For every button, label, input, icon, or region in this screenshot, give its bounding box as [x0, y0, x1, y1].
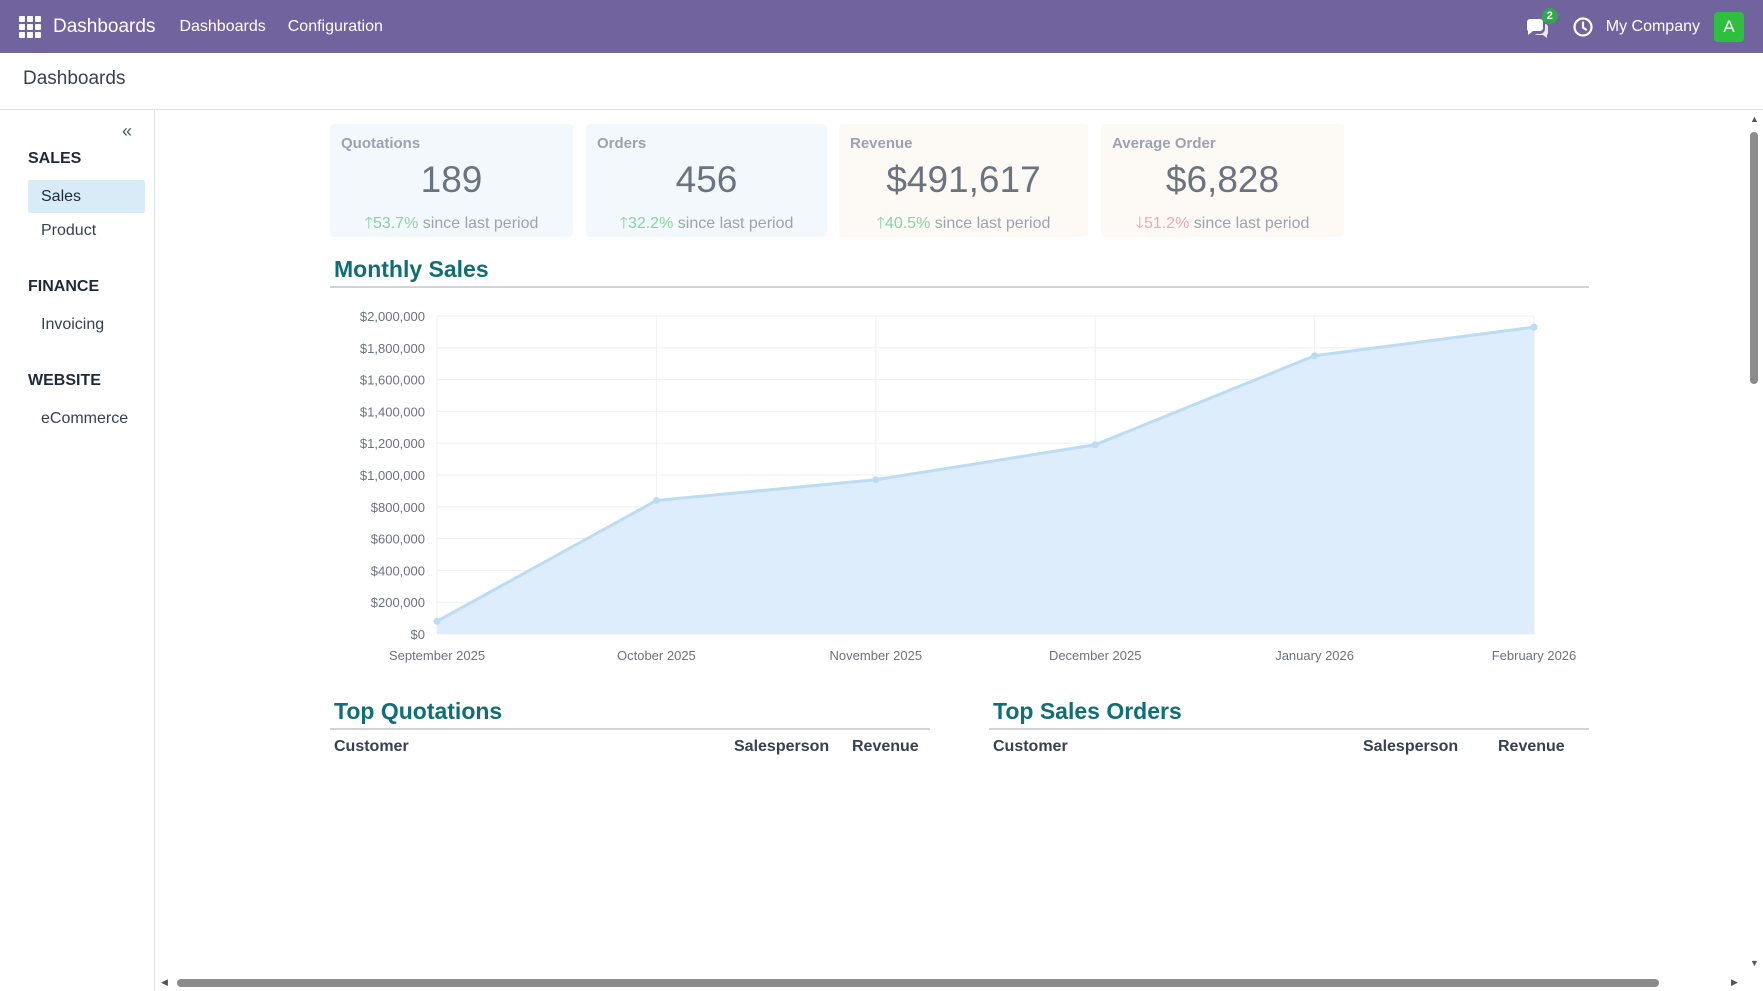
breadcrumb: Dashboards [23, 68, 126, 89]
section-divider [989, 728, 1589, 730]
menu-configuration[interactable]: Configuration [287, 17, 383, 35]
kpi-change-suffix: since last period [422, 215, 539, 232]
kpi-card-average-order[interactable]: Average Order $6,828 🡓51.2% since last p… [1101, 124, 1344, 237]
kpi-change-suffix: since last period [677, 215, 794, 232]
section-divider [330, 728, 930, 730]
y-tick-label: $1,800,000 [360, 341, 425, 356]
sidebar-section-sales: SALES [28, 150, 82, 167]
top-sales-orders-heading: Top Sales Orders [993, 698, 1182, 724]
kpi-change-suffix: since last period [934, 215, 1051, 232]
x-tick-label: January 2026 [1275, 648, 1354, 663]
dashboard-content: Quotations 189 🡑53.7% since last period … [155, 110, 1745, 975]
kpi-value: 189 [420, 159, 483, 200]
x-tick-label: November 2025 [830, 648, 923, 663]
kpi-title: Average Order [1112, 135, 1216, 152]
kpi-title: Quotations [341, 135, 421, 152]
kpi-change: 🡓51.2% since last period [1101, 212, 1344, 239]
column-header-revenue[interactable]: Revenue [852, 738, 919, 755]
x-tick-label: December 2025 [1049, 648, 1142, 663]
y-tick-label: $400,000 [371, 563, 425, 578]
x-tick-label: October 2025 [617, 648, 696, 663]
sidebar-item-invoicing[interactable]: Invoicing [41, 316, 105, 333]
monthly-sales-heading: Monthly Sales [334, 256, 489, 282]
kpi-change-percent: 40.5% [884, 215, 931, 232]
menu-dashboards[interactable]: Dashboards [179, 17, 266, 35]
data-point [872, 476, 880, 484]
kpi-change-percent: 53.7% [372, 215, 419, 232]
y-tick-label: $0 [411, 627, 425, 642]
kpi-change: 🡑32.2% since last period [586, 212, 827, 239]
horizontal-scroll-thumb[interactable] [177, 979, 1659, 987]
column-header-customer[interactable]: Customer [334, 738, 409, 755]
arrow-up-icon: 🡑 [619, 215, 628, 232]
kpi-change-percent: 32.2% [627, 215, 674, 232]
y-tick-label: $1,600,000 [360, 373, 425, 388]
kpi-change-percent: 51.2% [1143, 215, 1190, 232]
sidebar-item-product[interactable]: Product [41, 222, 97, 239]
column-header-salesperson[interactable]: Salesperson [734, 738, 830, 755]
company-switcher[interactable]: My Company [1605, 17, 1700, 35]
y-tick-label: $600,000 [371, 532, 425, 547]
kpi-card-revenue[interactable]: Revenue $491,617 🡑40.5% since last perio… [839, 124, 1088, 237]
arrow-up-icon: 🡑 [364, 215, 373, 232]
kpi-change: 🡑53.7% since last period [330, 212, 573, 239]
vertical-scroll-thumb[interactable] [1750, 132, 1758, 384]
control-panel: Dashboards [0, 53, 1763, 110]
sidebar-section-website: WEBSITE [28, 372, 101, 389]
user-avatar[interactable]: A [1714, 11, 1744, 42]
column-header-customer[interactable]: Customer [993, 738, 1068, 755]
app-title[interactable]: Dashboards [53, 15, 156, 37]
kpi-card-quotations[interactable]: Quotations 189 🡑53.7% since last period [330, 124, 573, 237]
y-tick-label: $1,000,000 [360, 468, 425, 483]
data-point [433, 617, 441, 625]
monthly-sales-chart: $0 $200,000 $400,000 $600,000 $800,000 $1,000… [360, 309, 1577, 663]
sidebar: « SALES Sales Product FINANCE Invoicing … [0, 110, 155, 991]
messages-count-badge: 2 [1541, 7, 1558, 24]
y-tick-label: $200,000 [371, 595, 425, 610]
kpi-card-orders[interactable]: Orders 456 🡑32.2% since last period [586, 124, 827, 237]
data-point [1311, 352, 1319, 360]
section-divider [330, 286, 1589, 288]
arrow-up-icon: 🡑 [876, 215, 885, 232]
collapse-sidebar-icon[interactable]: « [122, 121, 133, 141]
sidebar-item-sales[interactable]: Sales [28, 180, 145, 213]
y-tick-label: $1,200,000 [360, 436, 425, 451]
kpi-change-suffix: since last period [1193, 215, 1310, 232]
top-navbar: Dashboards Dashboards Configuration 2 My… [0, 0, 1763, 53]
column-header-salesperson[interactable]: Salesperson [1363, 738, 1459, 755]
scroll-up-arrow-icon[interactable]: ▲ [1750, 114, 1759, 124]
vertical-scrollbar[interactable]: ▲ ▼ [1745, 110, 1763, 975]
clock-icon [1573, 16, 1593, 37]
activity-button[interactable] [1572, 16, 1594, 38]
data-point [1091, 441, 1099, 449]
column-header-revenue[interactable]: Revenue [1498, 738, 1565, 755]
area-fill [437, 327, 1534, 634]
data-point [1530, 323, 1538, 331]
series-line [436, 325, 1535, 623]
scroll-right-arrow-icon[interactable]: ▶ [1731, 977, 1738, 987]
scroll-left-arrow-icon[interactable]: ◀ [161, 977, 168, 987]
messages-button[interactable]: 2 [1524, 7, 1558, 40]
horizontal-scrollbar[interactable]: ◀ ▶ [155, 975, 1745, 991]
sidebar-item-ecommerce[interactable]: eCommerce [41, 410, 129, 427]
x-tick-label: February 2026 [1492, 648, 1577, 663]
y-tick-label: $2,000,000 [360, 309, 425, 324]
x-tick-label: September 2025 [389, 648, 485, 663]
top-quotations-heading: Top Quotations [334, 698, 503, 724]
kpi-value: 456 [675, 159, 738, 200]
kpi-value: $491,617 [886, 159, 1041, 200]
app-grid-icon[interactable] [19, 15, 41, 38]
scroll-down-arrow-icon[interactable]: ▼ [1750, 958, 1759, 968]
arrow-down-icon: 🡓 [1135, 215, 1144, 232]
y-tick-label: $1,400,000 [360, 404, 425, 419]
y-tick-label: $800,000 [371, 500, 425, 515]
sidebar-section-finance: FINANCE [28, 278, 100, 295]
kpi-value: $6,828 [1165, 159, 1280, 200]
kpi-change: 🡑40.5% since last period [839, 212, 1088, 239]
data-point [652, 496, 660, 504]
kpi-title: Orders [597, 135, 647, 152]
chat-icon [1526, 18, 1548, 38]
kpi-title: Revenue [850, 135, 913, 152]
